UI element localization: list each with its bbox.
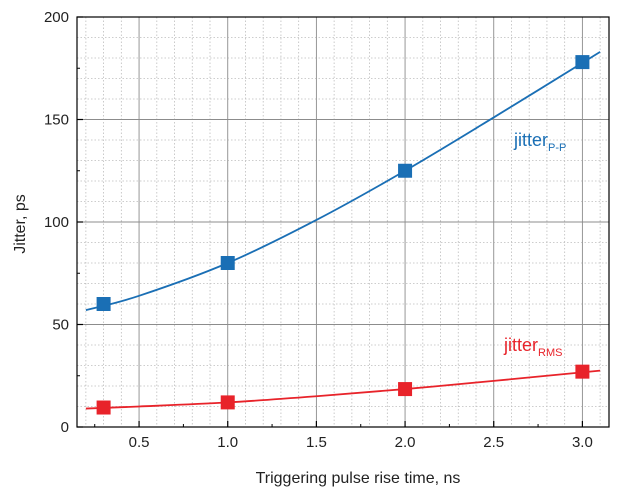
y-tick-label: 150 xyxy=(44,112,69,129)
x-tick-label: 2.0 xyxy=(395,434,416,451)
series-0-marker-3 xyxy=(575,55,590,70)
series-1-fit-line xyxy=(85,369,601,410)
y-tick-label: 100 xyxy=(44,214,69,231)
series-label-pp-subscript: P-P xyxy=(548,142,566,154)
x-tick-label: 3.0 xyxy=(572,434,593,451)
series-label-pp: jitterP-P xyxy=(513,130,566,154)
series-1-marker-0 xyxy=(96,400,111,415)
series-0-marker-0 xyxy=(96,297,111,311)
x-tick-label: 1.0 xyxy=(217,434,238,451)
x-tick-label: 1.5 xyxy=(306,434,327,451)
major-grid xyxy=(77,17,609,427)
x-tick-label: 0.5 xyxy=(129,434,150,451)
series-0-marker-1 xyxy=(220,256,235,270)
minor-grid xyxy=(77,17,609,427)
y-axis-title: Jitter, ps xyxy=(12,194,29,254)
series-layer xyxy=(85,51,601,415)
series-1-marker-1 xyxy=(220,395,235,410)
series-label-pp-name: jitter xyxy=(513,130,548,150)
axis-ticks xyxy=(77,16,584,428)
series-1-marker-3 xyxy=(575,364,590,379)
y-tick-label: 0 xyxy=(61,419,69,436)
series-0-marker-2 xyxy=(398,163,413,178)
series-label-rms: jitterRMS xyxy=(503,335,562,359)
y-tick-label: 50 xyxy=(52,317,69,334)
tick-labels: 0.5 1.0 1.5 2.0 2.5 3.0 0 50 100 150 200 xyxy=(44,9,593,451)
series-label-rms-subscript: RMS xyxy=(538,347,562,359)
series-label-rms-name: jitter xyxy=(503,335,538,355)
x-axis-title: Triggering pulse rise time, ns xyxy=(256,470,461,487)
x-tick-label: 2.5 xyxy=(483,434,504,451)
series-1-marker-2 xyxy=(398,382,413,397)
series-0-fit-line xyxy=(85,51,601,312)
y-tick-label: 200 xyxy=(44,9,69,26)
